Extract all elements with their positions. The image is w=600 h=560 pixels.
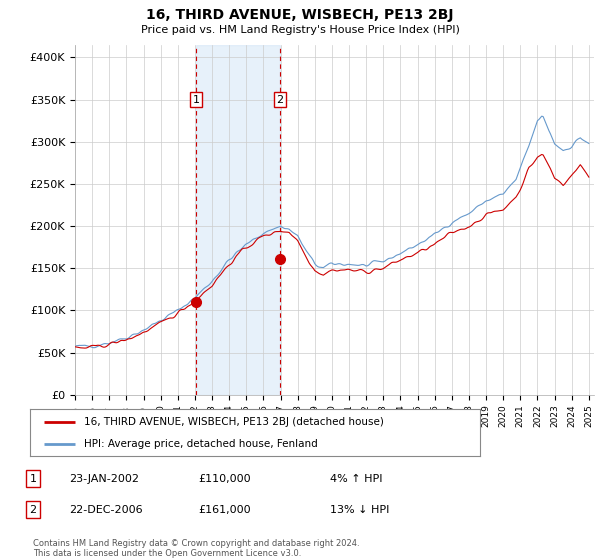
Text: 1: 1 <box>193 95 200 105</box>
Text: 23-JAN-2002: 23-JAN-2002 <box>69 474 139 484</box>
Text: 16, THIRD AVENUE, WISBECH, PE13 2BJ (detached house): 16, THIRD AVENUE, WISBECH, PE13 2BJ (det… <box>84 417 384 427</box>
Text: 2: 2 <box>29 505 37 515</box>
Text: 13% ↓ HPI: 13% ↓ HPI <box>330 505 389 515</box>
Text: HPI: Average price, detached house, Fenland: HPI: Average price, detached house, Fenl… <box>84 438 318 449</box>
Text: 4% ↑ HPI: 4% ↑ HPI <box>330 474 383 484</box>
Text: 1: 1 <box>29 474 37 484</box>
Text: Contains HM Land Registry data © Crown copyright and database right 2024.
This d: Contains HM Land Registry data © Crown c… <box>33 539 359 558</box>
Text: 22-DEC-2006: 22-DEC-2006 <box>69 505 143 515</box>
Text: 16, THIRD AVENUE, WISBECH, PE13 2BJ: 16, THIRD AVENUE, WISBECH, PE13 2BJ <box>146 8 454 22</box>
Text: £161,000: £161,000 <box>198 505 251 515</box>
Text: 2: 2 <box>277 95 284 105</box>
Text: £110,000: £110,000 <box>198 474 251 484</box>
Text: Price paid vs. HM Land Registry's House Price Index (HPI): Price paid vs. HM Land Registry's House … <box>140 25 460 35</box>
Bar <box>196 45 280 395</box>
